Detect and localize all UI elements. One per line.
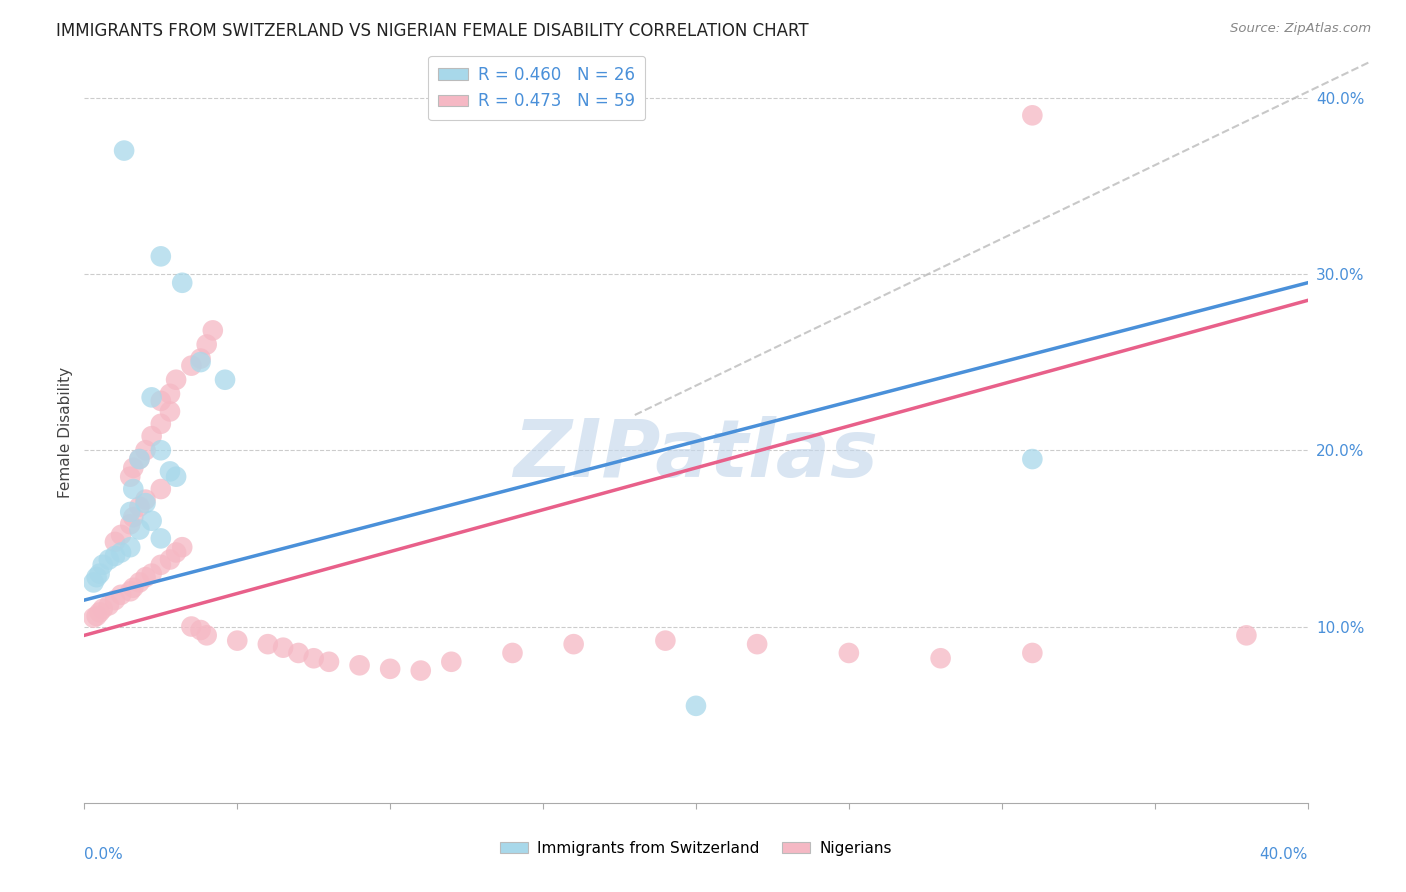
Point — [120, 540, 142, 554]
Point — [141, 390, 163, 404]
Point — [91, 602, 114, 616]
Point — [128, 523, 150, 537]
Point — [201, 323, 224, 337]
Point — [128, 452, 150, 467]
Point — [159, 387, 181, 401]
Point — [257, 637, 280, 651]
Point — [135, 492, 157, 507]
Point — [135, 443, 157, 458]
Point — [122, 581, 145, 595]
Point — [128, 500, 150, 514]
Point — [380, 662, 402, 676]
Point — [104, 593, 127, 607]
Point — [135, 496, 157, 510]
Point — [562, 637, 585, 651]
Point — [104, 535, 127, 549]
Point — [122, 461, 145, 475]
Point — [89, 606, 111, 620]
Point — [180, 619, 202, 633]
Point — [165, 469, 187, 483]
Point — [1021, 108, 1043, 122]
Point — [502, 646, 524, 660]
Point — [271, 640, 294, 655]
Point — [91, 558, 114, 572]
Point — [110, 545, 132, 559]
Point — [86, 570, 108, 584]
Legend: Immigrants from Switzerland, Nigerians: Immigrants from Switzerland, Nigerians — [495, 835, 897, 862]
Point — [149, 417, 172, 431]
Text: IMMIGRANTS FROM SWITZERLAND VS NIGERIAN FEMALE DISABILITY CORRELATION CHART: IMMIGRANTS FROM SWITZERLAND VS NIGERIAN … — [56, 22, 808, 40]
Point — [149, 249, 172, 263]
Point — [287, 646, 309, 660]
Point — [1021, 452, 1043, 467]
Point — [165, 373, 187, 387]
Point — [120, 505, 142, 519]
Point — [83, 610, 105, 624]
Point — [141, 566, 163, 581]
Point — [141, 514, 163, 528]
Text: 40.0%: 40.0% — [1260, 847, 1308, 863]
Point — [1021, 646, 1043, 660]
Point — [86, 609, 108, 624]
Point — [190, 623, 212, 637]
Point — [104, 549, 127, 563]
Point — [226, 633, 249, 648]
Point — [159, 404, 181, 418]
Point — [97, 552, 120, 566]
Point — [165, 545, 187, 559]
Point — [929, 651, 952, 665]
Point — [195, 628, 218, 642]
Point — [149, 532, 172, 546]
Point — [128, 452, 150, 467]
Point — [89, 566, 111, 581]
Point — [838, 646, 860, 660]
Point — [120, 517, 142, 532]
Point — [409, 664, 432, 678]
Point — [135, 570, 157, 584]
Point — [302, 651, 325, 665]
Point — [83, 575, 105, 590]
Point — [214, 373, 236, 387]
Point — [318, 655, 340, 669]
Point — [110, 528, 132, 542]
Point — [149, 393, 172, 408]
Point — [159, 552, 181, 566]
Point — [149, 443, 172, 458]
Point — [1236, 628, 1258, 642]
Text: Source: ZipAtlas.com: Source: ZipAtlas.com — [1230, 22, 1371, 36]
Y-axis label: Female Disability: Female Disability — [58, 367, 73, 499]
Point — [128, 575, 150, 590]
Text: ZIPatlas: ZIPatlas — [513, 416, 879, 494]
Point — [159, 464, 181, 478]
Point — [349, 658, 371, 673]
Point — [190, 351, 212, 366]
Text: 0.0%: 0.0% — [84, 847, 124, 863]
Point — [685, 698, 707, 713]
Point — [172, 276, 194, 290]
Point — [97, 599, 120, 613]
Point — [195, 337, 218, 351]
Point — [190, 355, 212, 369]
Point — [120, 469, 142, 483]
Point — [122, 510, 145, 524]
Point — [440, 655, 463, 669]
Point — [110, 588, 132, 602]
Point — [122, 482, 145, 496]
Point — [120, 584, 142, 599]
Point — [654, 633, 676, 648]
Point — [747, 637, 769, 651]
Point — [180, 359, 202, 373]
Point — [149, 482, 172, 496]
Point — [149, 558, 172, 572]
Point — [112, 144, 135, 158]
Point — [172, 540, 194, 554]
Point — [141, 429, 163, 443]
